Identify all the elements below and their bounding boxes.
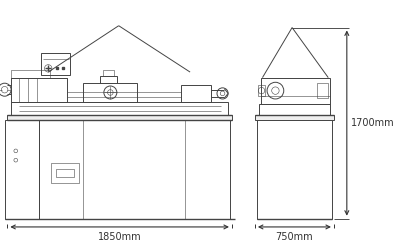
Bar bbox=[11, 78, 67, 102]
Text: 1850mm: 1850mm bbox=[98, 232, 141, 241]
Bar bbox=[258, 85, 265, 96]
Bar bbox=[84, 83, 137, 102]
Bar bbox=[103, 70, 114, 76]
Text: 1700mm: 1700mm bbox=[350, 118, 394, 128]
Bar bbox=[11, 70, 50, 78]
Bar bbox=[257, 120, 332, 218]
Bar bbox=[41, 52, 70, 75]
Bar bbox=[51, 163, 79, 183]
Bar bbox=[56, 170, 74, 177]
Text: 750mm: 750mm bbox=[275, 232, 313, 241]
Bar bbox=[8, 115, 232, 120]
Bar bbox=[11, 102, 228, 115]
Bar bbox=[261, 78, 330, 104]
Bar bbox=[5, 120, 39, 218]
Bar bbox=[181, 85, 211, 102]
Bar bbox=[100, 76, 117, 83]
Bar bbox=[259, 104, 330, 115]
Bar bbox=[317, 83, 328, 98]
Bar bbox=[255, 115, 334, 120]
Bar bbox=[39, 118, 230, 218]
